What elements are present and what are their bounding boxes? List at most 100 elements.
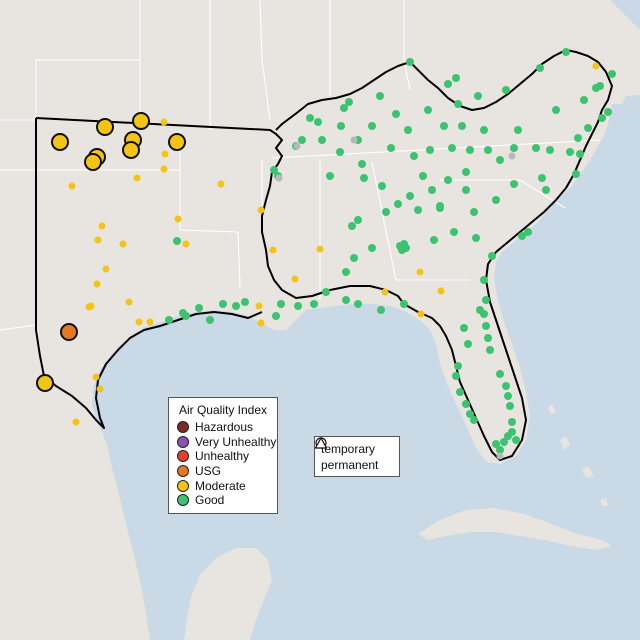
site-marker-good[interactable] [518,232,526,240]
site-marker-good[interactable] [377,306,385,314]
site-marker-good[interactable] [368,122,376,130]
site-marker-moderate[interactable] [98,222,106,230]
site-marker-good[interactable] [574,134,582,142]
site-marker-good[interactable] [536,64,544,72]
site-marker-good[interactable] [310,300,318,308]
site-marker-good[interactable] [336,148,344,156]
site-marker-good[interactable] [466,410,474,418]
site-marker-good[interactable] [298,136,306,144]
site-marker-good[interactable] [608,70,616,78]
site-marker-moderate[interactable] [68,182,76,190]
site-marker-moderate[interactable] [119,240,127,248]
site-marker-moderate[interactable] [174,215,182,223]
site-marker-grey[interactable] [275,174,283,182]
site-marker-good[interactable] [510,180,518,188]
site-marker-good[interactable] [452,74,460,82]
site-marker-good[interactable] [460,324,468,332]
site-marker-good[interactable] [358,160,366,168]
site-marker-moderate[interactable] [125,298,133,306]
site-marker-good[interactable] [480,276,488,284]
site-marker-good[interactable] [500,438,508,446]
site-marker-good[interactable] [482,296,490,304]
site-marker-good[interactable] [488,252,496,260]
site-marker-moderate[interactable] [381,288,389,296]
site-marker-good[interactable] [524,228,532,236]
site-marker-good[interactable] [454,100,462,108]
site-marker-good[interactable] [354,300,362,308]
site-marker-moderate[interactable] [592,62,600,70]
site-marker-good[interactable] [486,346,494,354]
site-marker-good[interactable] [462,186,470,194]
site-marker-good[interactable] [368,244,376,252]
site-marker-good[interactable] [232,302,240,310]
site-marker-good[interactable] [546,146,554,154]
site-marker-good[interactable] [322,288,330,296]
site-marker-good[interactable] [462,168,470,176]
site-marker-good[interactable] [294,302,302,310]
site-marker-grey[interactable] [508,152,516,160]
site-marker-good[interactable] [392,110,400,118]
site-marker-good[interactable] [496,446,504,454]
site-marker-moderate[interactable] [85,303,93,311]
site-marker-good[interactable] [450,228,458,236]
site-marker-good[interactable] [378,182,386,190]
site-marker-grey[interactable] [293,142,301,150]
site-marker-moderate[interactable] [84,153,102,171]
site-marker-good[interactable] [512,436,520,444]
site-marker-moderate[interactable] [51,133,69,151]
site-marker-good[interactable] [360,174,368,182]
site-marker-good[interactable] [337,122,345,130]
site-marker-good[interactable] [444,80,452,88]
site-marker-good[interactable] [354,216,362,224]
site-marker-good[interactable] [448,144,456,152]
site-marker-good[interactable] [414,206,422,214]
site-marker-good[interactable] [342,268,350,276]
site-marker-good[interactable] [514,126,522,134]
site-marker-moderate[interactable] [217,180,225,188]
site-marker-good[interactable] [206,316,214,324]
site-marker-moderate[interactable] [36,374,54,392]
site-marker-good[interactable] [326,172,334,180]
site-marker-moderate[interactable] [102,265,110,273]
site-marker-good[interactable] [480,126,488,134]
site-marker-moderate[interactable] [316,245,324,253]
site-marker-moderate[interactable] [146,318,154,326]
site-marker-good[interactable] [504,432,512,440]
site-marker-good[interactable] [382,208,390,216]
site-marker-good[interactable] [241,298,249,306]
site-marker-good[interactable] [165,316,173,324]
site-marker-good[interactable] [387,144,395,152]
site-marker-moderate[interactable] [160,118,168,126]
site-marker-moderate[interactable] [133,174,141,182]
site-marker-good[interactable] [532,144,540,152]
site-marker-moderate[interactable] [291,275,299,283]
site-marker-good[interactable] [496,370,504,378]
site-marker-good[interactable] [480,310,488,318]
site-marker-good[interactable] [272,312,280,320]
site-marker-good[interactable] [492,440,500,448]
site-marker-good[interactable] [502,382,510,390]
site-marker-good[interactable] [444,176,452,184]
site-marker-good[interactable] [424,106,432,114]
site-marker-good[interactable] [350,254,358,262]
site-marker-good[interactable] [342,296,350,304]
site-marker-good[interactable] [376,92,384,100]
site-marker-moderate[interactable] [122,141,140,159]
site-marker-good[interactable] [462,400,470,408]
site-marker-good[interactable] [580,96,588,104]
site-marker-good[interactable] [484,146,492,154]
site-marker-good[interactable] [502,86,510,94]
site-marker-good[interactable] [572,170,580,178]
site-marker-good[interactable] [508,418,516,426]
site-marker-good[interactable] [270,166,278,174]
site-marker-good[interactable] [604,108,612,116]
site-marker-good[interactable] [452,372,460,380]
site-marker-good[interactable] [426,146,434,154]
site-marker-good[interactable] [404,126,412,134]
site-marker-moderate[interactable] [416,268,424,276]
site-marker-good[interactable] [464,340,472,348]
site-marker-good[interactable] [340,104,348,112]
site-marker-moderate[interactable] [135,318,143,326]
site-marker-moderate[interactable] [72,418,80,426]
